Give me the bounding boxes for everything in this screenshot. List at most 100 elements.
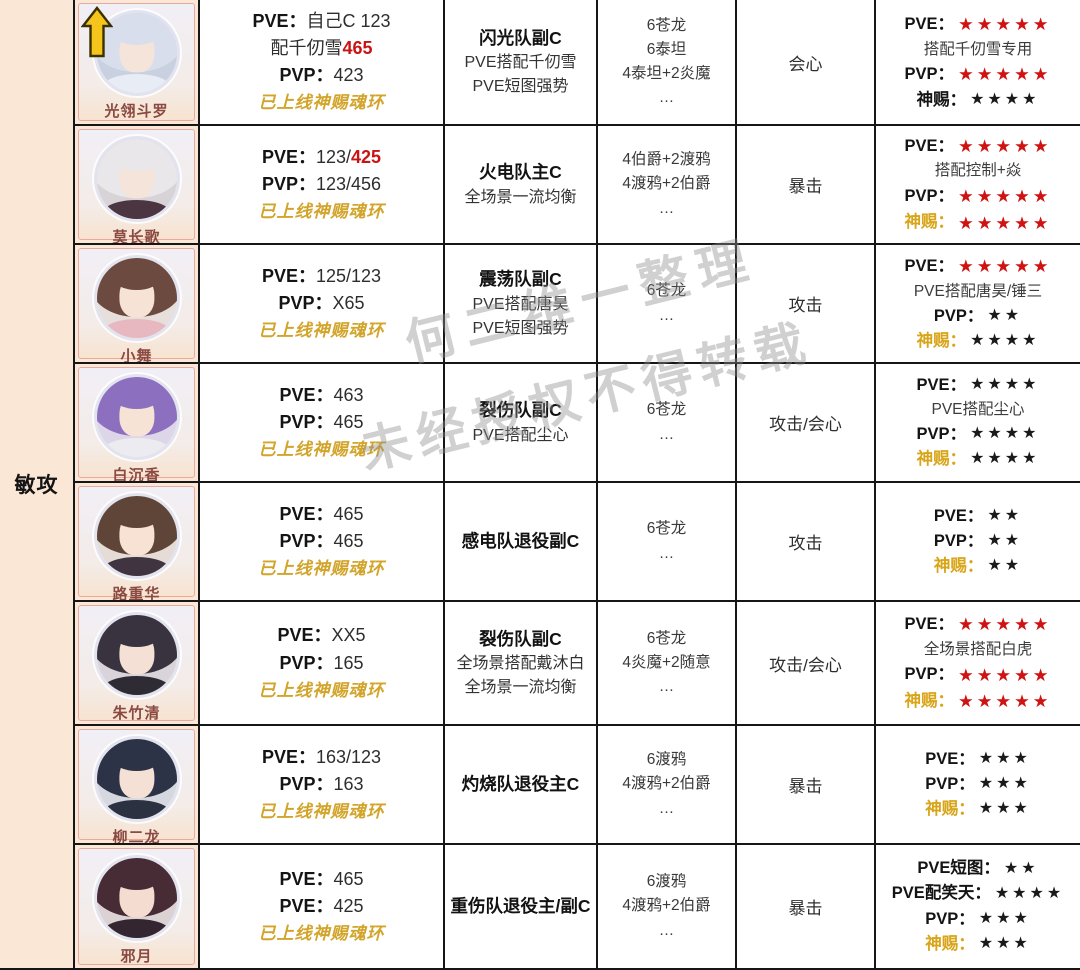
stat-segment: PVP： (279, 65, 334, 86)
portrait-body (102, 918, 171, 938)
team-comp-cell: 6苍龙… (598, 364, 735, 481)
rating-line: PVE： ★★★★★ (905, 612, 1052, 637)
team-comp-cell: 6苍龙 4炎魔+2随意… (598, 602, 735, 724)
team-comp-line: 6苍龙 (646, 520, 687, 538)
rating-label: 神赐： (933, 557, 984, 576)
role-cell: 重伤队退役主/副C (445, 845, 596, 968)
stat-line: PVE：465 (279, 867, 363, 891)
stats-cell: PVE：163/123 PVP：163 已上线神赐魂环 (200, 726, 443, 843)
character-name: 小舞 (120, 348, 153, 362)
avatar-card: 小舞 (78, 248, 195, 362)
role-title: 裂伤队副C (479, 400, 562, 421)
portrait-fringe (114, 269, 159, 290)
avatar-card: 邪月 (78, 848, 195, 965)
rating-stars: ★★★★ (970, 450, 1040, 468)
stat-line: PVP：165 (279, 651, 363, 675)
avatar-card: 莫长歌 (78, 129, 195, 243)
rating-cell: PVE： ★★★★★ 搭配千仞雪专用 PVP： ★★★★★ 神赐： ★★★★ (876, 0, 1080, 124)
stat-line: PVP：X65 (278, 291, 364, 315)
role-cell: 闪光队副C PVE搭配千仞雪 PVE短图强势 (445, 0, 596, 124)
rating-label: PVE： (916, 376, 967, 395)
stat-segment: 123/456 (315, 174, 382, 195)
damage-type-text: 攻击/会心 (769, 415, 842, 434)
stat-line: PVP：163 (279, 772, 363, 796)
role-note: PVE短图强势 (472, 78, 569, 96)
stat-segment: 463 (333, 384, 364, 405)
rating-line: PVE： ★★★★★ (905, 134, 1052, 159)
role-note: 全场景一流均衡 (464, 679, 577, 697)
rating-line: PVE配笑天： ★★★★ (892, 882, 1064, 905)
rating-line: PVE： ★★★★★ (905, 12, 1052, 37)
role-cell: 灼烧队退役主C (445, 726, 596, 843)
avatar-card: 柳二龙 (78, 729, 195, 843)
character-avatar-cell: 白沉香 (75, 364, 198, 481)
stat-line: PVE：425 (279, 894, 363, 918)
role-cell: 震荡队副C PVE搭配唐昊 PVE短图强势 (445, 245, 596, 362)
stat-segment: PVE： (279, 503, 334, 524)
team-comp-line: 4渡鸦+2伯爵 (622, 897, 711, 915)
rating-label: PVE： (904, 615, 955, 634)
stat-line: PVE：自己C 123 (252, 9, 390, 33)
rating-cell: PVE： ★★★★ PVE搭配尘心 PVP： ★★★★ 神赐： ★★★★ (876, 364, 1080, 481)
role-title: 感电队退役副C (461, 531, 580, 552)
rating-stars: ★★★★★ (958, 64, 1052, 85)
stat-segment: PVE： (261, 746, 316, 767)
stat-segment: 163/123 (315, 746, 382, 767)
rating-cell: PVE： ★★★ PVP： ★★★ 神赐： ★★★ (876, 726, 1080, 843)
portrait-body (102, 675, 171, 695)
role-title: 闪光队副C (479, 27, 562, 48)
team-comp-line: 6苍龙 (646, 629, 687, 647)
stat-segment: 已上线神赐魂环 (258, 202, 385, 222)
stat-line: PVP：423 (279, 63, 363, 87)
rating-line: PVP： ★★★★ (917, 423, 1040, 446)
stat-line: PVE：XX5 (277, 623, 365, 647)
portrait-body (102, 318, 171, 338)
rating-note: 搭配控制+焱 (934, 162, 1022, 180)
team-comp-line: … (658, 921, 675, 939)
damage-type-text: 攻击 (788, 534, 823, 553)
rating-stars: ★★ (1003, 859, 1039, 877)
group-cell: 敏攻 (0, 0, 73, 968)
rating-stars: ★★★ (978, 934, 1031, 952)
rating-label: PVP： (925, 774, 975, 793)
portrait-fringe (114, 388, 159, 409)
stat-segment: 配千仞雪 (270, 37, 343, 58)
team-comp-cell: 4伯爵+2渡鸦 4渡鸦+2伯爵… (598, 126, 735, 243)
role-note: PVE搭配千仞雪 (464, 54, 577, 72)
avatar-card: 路重华 (78, 486, 195, 600)
stat-line: PVE：123/425 (262, 145, 381, 169)
stat-segment: 465 (333, 531, 364, 552)
rating-label: 神赐： (904, 691, 955, 710)
character-portrait (93, 255, 180, 341)
rating-label: 神赐： (925, 934, 975, 953)
rating-label: 神赐： (916, 449, 967, 468)
stat-segment: 已上线神赐魂环 (258, 93, 385, 113)
rating-label: PVE： (933, 506, 984, 525)
rating-line: 神赐： ★★★★★ (905, 689, 1052, 714)
damage-type-cell: 暴击 (737, 126, 874, 243)
rating-label: PVP： (904, 65, 955, 83)
role-title: 火电队主C (479, 162, 562, 183)
stat-line: 已上线神赐魂环 (259, 318, 385, 343)
team-comp-cell: 6苍龙… (598, 483, 735, 600)
character-avatar-cell: 路重华 (75, 483, 198, 600)
team-comp-line: … (658, 678, 675, 695)
character-avatar-cell: 柳二龙 (75, 726, 198, 843)
team-comp-line: 4泰坦+2炎魔 (622, 65, 711, 82)
damage-type-cell: 攻击 (737, 483, 874, 600)
rating-cell: PVE： ★★ PVP： ★★ 神赐： ★★ (876, 483, 1080, 600)
role-note: PVE短图强势 (472, 319, 569, 337)
rating-line: PVE： ★★★ (925, 748, 1031, 771)
stat-line: 已上线神赐魂环 (259, 799, 385, 824)
stat-line: PVP：465 (279, 410, 363, 434)
rating-label: PVP： (925, 909, 975, 928)
role-note: PVE搭配唐昊 (472, 295, 569, 313)
team-comp-line: 4伯爵+2渡鸦 (622, 151, 711, 169)
rating-cell: PVE： ★★★★★ 全场景搭配白虎 PVP： ★★★★★ 神赐： ★★★★★ (876, 602, 1080, 724)
rating-stars: ★★★ (978, 775, 1031, 793)
stat-segment: 425 (333, 896, 364, 917)
character-portrait (93, 493, 180, 579)
rating-label: PVP： (933, 531, 984, 550)
stat-segment: 465 (342, 37, 373, 58)
stats-cell: PVE：125/123 PVP：X65 已上线神赐魂环 (200, 245, 443, 362)
